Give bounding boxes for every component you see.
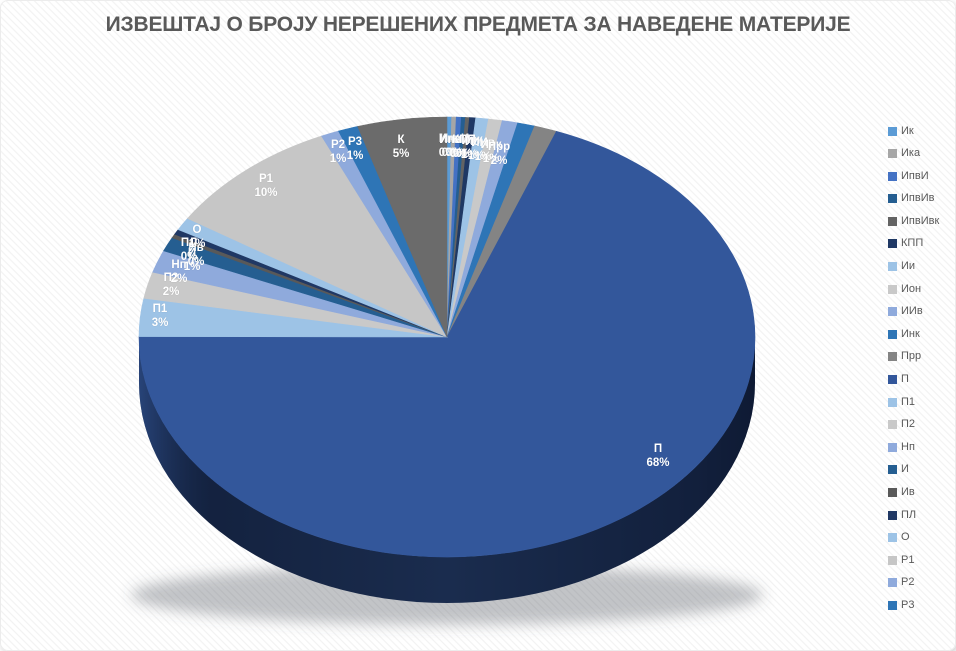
legend-item-Ион[interactable]: Ион xyxy=(888,281,939,297)
chart-title: ИЗВЕШТАЈ О БРОЈУ НЕРЕШЕНИХ ПРЕДМЕТА ЗА Н… xyxy=(105,13,851,36)
legend-item-Ии[interactable]: Ии xyxy=(888,259,939,275)
legend-swatch-Инк xyxy=(888,329,897,339)
legend-label-П: П xyxy=(901,373,909,386)
legend-label-ПЛ: ПЛ xyxy=(901,508,917,521)
legend-swatch-П1 xyxy=(888,397,897,407)
legend-swatch-Ив xyxy=(888,488,897,497)
legend-item-О[interactable]: О xyxy=(888,530,939,546)
pie-slice-К[interactable] xyxy=(357,116,448,338)
legend-item-ИИв[interactable]: ИИв xyxy=(888,304,939,320)
legend-label-И: И xyxy=(901,463,909,476)
legend-swatch-КПП xyxy=(888,239,897,249)
legend-swatch-Ион xyxy=(888,284,897,294)
legend-label-ИпвИв: ИпвИв xyxy=(901,192,935,205)
legend-swatch-ИпвИв xyxy=(888,194,897,204)
legend-label-Р3: Р3 xyxy=(901,598,915,611)
legend-swatch-О xyxy=(888,533,897,543)
legend-item-П[interactable]: П xyxy=(888,372,939,388)
legend-item-ИпвИв[interactable]: ИпвИв xyxy=(888,191,939,207)
legend-swatch-ИИв xyxy=(888,307,897,317)
legend-swatch-Нп xyxy=(888,442,897,452)
chart-legend: Ик Ика ИпвИ ИпвИв ИпвИвк КПП Ии Ион ИИв Инк Прр П П1… xyxy=(888,123,939,620)
legend-label-Р2: Р2 xyxy=(901,576,915,589)
legend-swatch-Прр xyxy=(888,352,897,362)
legend-item-П2[interactable]: П2 xyxy=(888,417,939,433)
legend-label-О: О xyxy=(901,531,910,544)
legend-label-Инк: Инк xyxy=(901,327,920,340)
legend-item-ПЛ[interactable]: ПЛ xyxy=(888,507,939,523)
legend-item-Прр[interactable]: Прр xyxy=(888,349,939,365)
legend-swatch-ИпвИ xyxy=(888,171,897,181)
legend-item-ИпвИ[interactable]: ИпвИ xyxy=(888,168,939,184)
legend-swatch-Р3 xyxy=(888,600,897,610)
legend-label-ИпвИ: ИпвИ xyxy=(901,169,929,182)
legend-item-Ик[interactable]: Ик xyxy=(888,123,939,139)
legend-item-Нп[interactable]: Нп xyxy=(888,439,939,455)
legend-item-Ика[interactable]: Ика xyxy=(888,146,939,162)
legend-label-ИпвИвк: ИпвИвк xyxy=(901,214,940,227)
legend-label-П2: П2 xyxy=(901,418,916,431)
legend-swatch-Ик xyxy=(888,126,897,136)
legend-swatch-ПЛ xyxy=(888,510,897,520)
legend-swatch-Ии xyxy=(888,262,897,272)
legend-swatch-Ика xyxy=(888,149,897,159)
legend-swatch-П xyxy=(888,375,897,385)
legend-item-КПП[interactable]: КПП xyxy=(888,236,939,252)
legend-item-Р3[interactable]: Р3 xyxy=(888,597,939,613)
legend-label-Нп: Нп xyxy=(901,440,915,453)
legend-item-Инк[interactable]: Инк xyxy=(888,326,939,342)
pie-rim-shading xyxy=(139,337,755,603)
legend-label-Р1: Р1 xyxy=(901,553,915,566)
pie-slices xyxy=(138,116,756,558)
legend-label-ИИв: ИИв xyxy=(901,305,923,318)
legend-swatch-П2 xyxy=(888,420,897,430)
legend-label-Ион: Ион xyxy=(901,282,922,295)
legend-swatch-И xyxy=(888,465,897,475)
legend-label-Прр: Прр xyxy=(901,350,922,363)
legend-item-ИпвИвк[interactable]: ИпвИвк xyxy=(888,213,939,229)
legend-label-Ив: Ив xyxy=(901,486,915,498)
legend-swatch-Р2 xyxy=(888,578,897,588)
legend-item-Р1[interactable]: Р1 xyxy=(888,552,939,568)
legend-label-Ика: Ика xyxy=(901,147,921,160)
legend-label-П1: П1 xyxy=(901,395,916,408)
legend-label-КПП: КПП xyxy=(901,237,924,250)
legend-item-Ив[interactable]: Ив xyxy=(888,485,939,501)
legend-swatch-ИпвИвк xyxy=(888,216,897,226)
legend-item-И[interactable]: И xyxy=(888,462,939,478)
pie-slice-Р1[interactable] xyxy=(187,135,448,338)
legend-item-Р2[interactable]: Р2 xyxy=(888,575,939,591)
legend-label-Ии: Ии xyxy=(901,260,916,273)
legend-swatch-Р1 xyxy=(888,555,897,565)
legend-item-П1[interactable]: П1 xyxy=(888,394,939,410)
legend-label-Ик: Ик xyxy=(901,124,914,137)
pie-slice-П[interactable] xyxy=(138,130,756,558)
